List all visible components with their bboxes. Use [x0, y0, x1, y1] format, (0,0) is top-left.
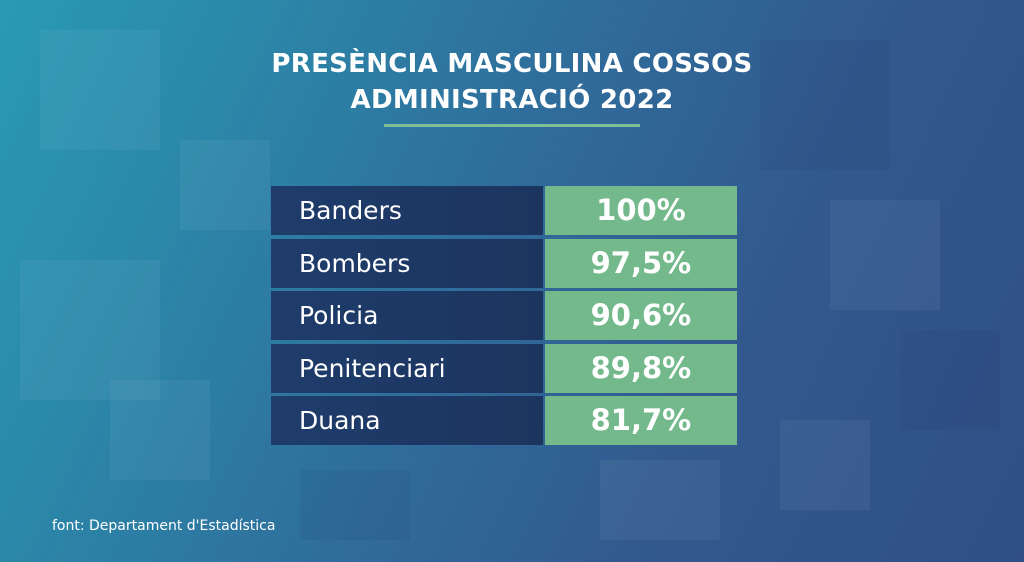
chart-title-line-1: PRESÈNCIA MASCULINA COSSOS	[271, 49, 753, 79]
row-value: 90,6%	[544, 291, 737, 340]
row-value: 89,8%	[544, 343, 737, 393]
chart-title: PRESÈNCIA MASCULINA COSSOS ADMINISTRACIÓ…	[0, 46, 1024, 118]
row-value: 81,7%	[544, 396, 737, 445]
table-row: Penitenciari 89,8%	[271, 343, 737, 393]
source-note: font: Departament d'Estadística	[52, 518, 276, 534]
table-row: Duana 81,7%	[271, 396, 737, 445]
data-table: Banders 100% Bombers 97,5% Policia 90,6% Penit…	[271, 186, 737, 449]
table-row: Policia 90,6%	[271, 291, 737, 340]
row-label: Policia	[271, 291, 543, 340]
row-value: 97,5%	[544, 238, 737, 288]
chart-title-line-2: ADMINISTRACIÓ 2022	[350, 85, 674, 115]
row-label: Banders	[271, 186, 543, 235]
title-underline	[384, 124, 640, 127]
row-label: Bombers	[271, 238, 543, 288]
row-value: 100%	[544, 186, 737, 235]
table-row: Bombers 97,5%	[271, 238, 737, 288]
row-label: Penitenciari	[271, 343, 543, 393]
row-label: Duana	[271, 396, 543, 445]
table-row: Banders 100%	[271, 186, 737, 235]
